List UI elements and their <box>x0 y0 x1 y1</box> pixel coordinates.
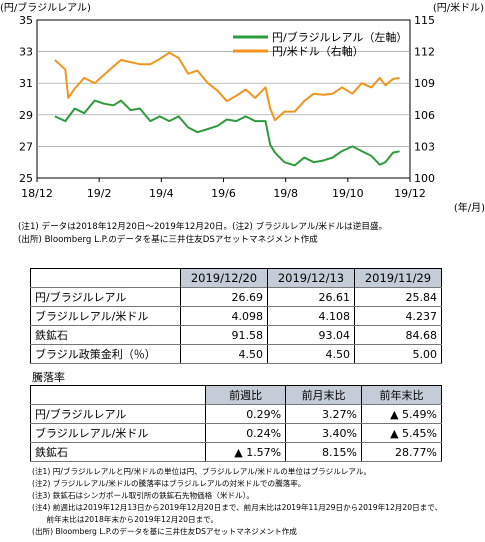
legend-label-usd: 円/米ドル（右軸） <box>272 44 364 58</box>
cell-value: 28.77% <box>360 442 442 462</box>
table-row: 鉄鉱石 ▲ 1.57% 8.15% 28.77% <box>30 442 442 462</box>
row-label: 円/ブラジルレアル <box>30 287 181 307</box>
cell-value: 3.40% <box>285 423 362 443</box>
right-tick-label: 106 <box>414 109 435 122</box>
cell-value: 25.84 <box>353 287 442 307</box>
cell-value: 4.50 <box>266 344 355 364</box>
cell-value: 4.098 <box>179 306 268 326</box>
change-table-title: 騰落率 <box>32 371 65 384</box>
row-label: ブラジルレアル/米ドル <box>30 306 181 326</box>
left-tick-label: 29 <box>19 109 33 122</box>
cell-value: 4.50 <box>179 344 268 364</box>
x-tick-label: 18/12 <box>21 187 53 200</box>
table-row: 鉄鉱石 91.58 93.04 84.68 <box>30 325 442 345</box>
left-tick-label: 35 <box>19 14 33 27</box>
grid-lines <box>36 51 411 182</box>
legend: 円/ブラジルレアル（左軸） 円/米ドル（右軸） <box>233 30 407 58</box>
cell-value: 3.27% <box>285 404 362 424</box>
row-label: ブラジルレアル/米ドル <box>30 423 206 443</box>
levels-table: 2019/12/20 2019/12/13 2019/11/29 円/ブラジルレ… <box>30 268 442 364</box>
cell-value: 4.237 <box>353 306 442 326</box>
table-row: ブラジルレアル/米ドル 4.098 4.108 4.237 <box>30 306 442 326</box>
change-header: 前週比 <box>205 385 286 405</box>
left-tick-label: 33 <box>19 46 33 59</box>
table-note: (注3) 鉄鉱石はシンガポール取引所の鉄鉱石先物価格（米ドル）。 <box>32 491 254 500</box>
change-table: 前週比 前月末比 前年末比 円/ブラジルレアル 0.29% 3.27% ▲ 5.… <box>30 385 442 462</box>
series-layer <box>54 51 400 167</box>
series-line-usd <box>54 51 400 122</box>
left-tick-label: 27 <box>19 140 33 153</box>
change-header-row: 前週比 前月末比 前年末比 <box>30 385 442 405</box>
levels-header-date: 2019/12/13 <box>266 268 355 288</box>
table-note: (注4) 前週比は2019年12月13日から2019年12月20日まで、前月末比… <box>32 503 443 512</box>
cell-value: 0.24% <box>205 423 286 443</box>
right-tick-label: 112 <box>414 46 435 59</box>
cell-value: 26.69 <box>179 287 268 307</box>
table-row: 円/ブラジルレアル 26.69 26.61 25.84 <box>30 287 442 307</box>
row-label: 円/ブラジルレアル <box>30 404 206 424</box>
left-tick-label: 25 <box>19 172 33 185</box>
left-axis-unit: (円/ブラジルレアル) <box>0 1 91 14</box>
x-axis-unit: (年/月) <box>454 201 485 214</box>
chart-note-source: (出所) Bloomberg L.P.のデータを基に三井住友DSアセットマネジメ… <box>18 235 318 245</box>
cell-value: ▲ 1.57% <box>205 442 286 462</box>
table-row: 円/ブラジルレアル 0.29% 3.27% ▲ 5.49% <box>30 404 442 424</box>
table-row: ブラジル政策金利（％） 4.50 4.50 5.00 <box>30 344 442 364</box>
right-tick-label: 109 <box>414 77 435 90</box>
right-axis-unit: (円/米ドル) <box>433 1 484 14</box>
cell-value: 5.00 <box>353 344 442 364</box>
chart-note-1: (注1) データは2018年12月20日～2019年12月20日。(注2) ブラ… <box>18 222 388 232</box>
cell-value: 26.61 <box>266 287 355 307</box>
levels-header-date: 2019/12/20 <box>179 268 268 288</box>
x-tick-label: 19/8 <box>273 187 298 200</box>
right-tick-label: 100 <box>414 172 435 185</box>
cell-value: 93.04 <box>266 325 355 345</box>
table-note: (出所) Bloomberg L.P.のデータを基に三井住友DSアセットマネジメ… <box>32 527 297 536</box>
table-row: ブラジルレアル/米ドル 0.24% 3.40% ▲ 5.45% <box>30 423 442 443</box>
x-tick-label: 19/10 <box>332 187 364 200</box>
left-tick-label: 31 <box>19 77 33 90</box>
right-tick-label: 115 <box>414 14 435 27</box>
cell-value: 84.68 <box>353 325 442 345</box>
legend-label-brl: 円/ブラジルレアル（左軸） <box>272 30 407 44</box>
x-tick-label: 19/4 <box>149 187 174 200</box>
change-header-blank <box>30 385 206 405</box>
table-note: (注2) ブラジルレアル/米ドルの騰落率はブラジルレアルの対米ドルでの騰落率。 <box>32 479 306 488</box>
change-header: 前年末比 <box>360 385 442 405</box>
line-chart: 35 115 33 112 31 109 29 106 27 103 25 100 18/12 19/2 1… <box>0 1 485 214</box>
cell-value: ▲ 5.45% <box>360 423 442 443</box>
tick-labels: 35 115 33 112 31 109 29 106 27 103 25 100 18/12 19/2 1… <box>19 14 435 200</box>
levels-header-blank <box>30 268 181 288</box>
x-tick-label: 19/12 <box>394 187 426 200</box>
row-label: ブラジル政策金利（％） <box>30 344 181 364</box>
row-label: 鉄鉱石 <box>30 442 206 462</box>
x-tick-label: 19/6 <box>211 187 236 200</box>
table-note: (注1) 円/ブラジルレアルと円/米ドルの単位は円、ブラジルレアル/米ドルの単位… <box>32 467 372 476</box>
plot-frame <box>36 19 411 179</box>
table-note: 前年末比は2018年末から2019年12月20日まで。 <box>32 515 219 524</box>
cell-value: 4.108 <box>266 306 355 326</box>
cell-value: 91.58 <box>179 325 268 345</box>
cell-value: 8.15% <box>285 442 362 462</box>
levels-header-row: 2019/12/20 2019/12/13 2019/11/29 <box>30 268 442 288</box>
change-header: 前月末比 <box>285 385 362 405</box>
levels-header-date: 2019/11/29 <box>353 268 442 288</box>
cell-value: 0.29% <box>205 404 286 424</box>
right-tick-label: 103 <box>414 140 435 153</box>
series-line-brl <box>54 99 400 167</box>
x-tick-label: 19/2 <box>87 187 112 200</box>
cell-value: ▲ 5.49% <box>360 404 442 424</box>
row-label: 鉄鉱石 <box>30 325 181 345</box>
